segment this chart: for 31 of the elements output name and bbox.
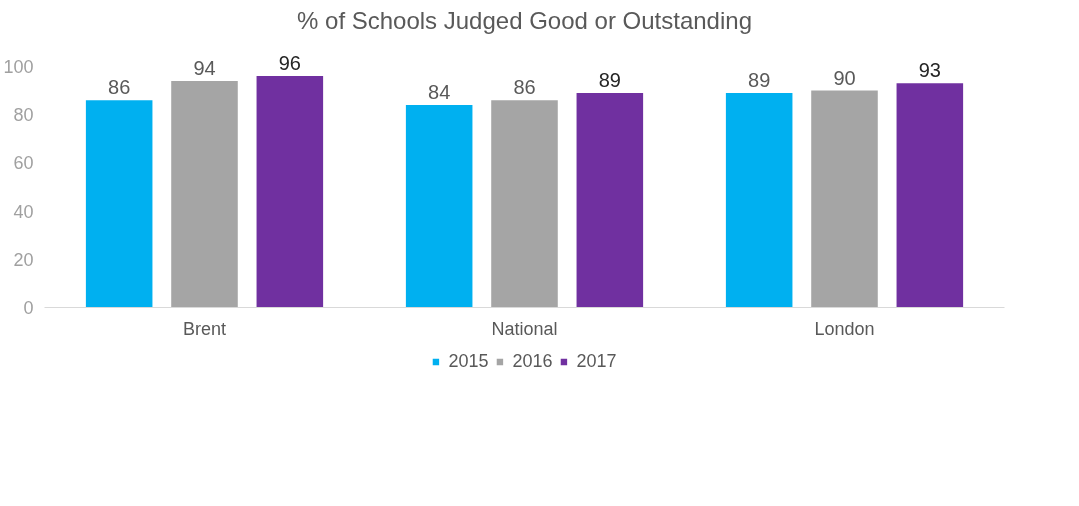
chart-title: % of Schools Judged Good or Outstanding	[297, 6, 752, 34]
data-label: 93	[918, 59, 941, 82]
data-label: 89	[748, 68, 771, 91]
x-tick-label: National	[491, 318, 558, 339]
bar	[171, 80, 238, 308]
y-tick-label: 40	[13, 201, 34, 222]
y-tick-label: 0	[23, 298, 34, 318]
data-label: 94	[193, 56, 216, 79]
y-tick-label: 20	[13, 249, 34, 270]
data-label: 86	[108, 76, 131, 99]
bar	[725, 92, 793, 308]
data-label: 89	[598, 68, 621, 91]
legend-label: 2017	[576, 350, 617, 372]
y-tick-label: 80	[13, 105, 34, 126]
bar	[405, 105, 473, 308]
y-tick-label: 100	[3, 56, 34, 77]
data-label: 90	[833, 66, 856, 89]
bar	[85, 100, 153, 308]
bar	[256, 76, 324, 308]
bar	[896, 83, 964, 308]
legend-label: 2015	[448, 350, 489, 372]
bar	[491, 100, 558, 308]
y-tick-label: 60	[13, 153, 34, 174]
data-label: 96	[278, 52, 301, 75]
x-tick-label: Brent	[182, 318, 227, 339]
legend-label: 2016	[512, 350, 553, 372]
bar	[811, 90, 878, 308]
data-label: 86	[513, 76, 536, 99]
data-label: 84	[428, 81, 451, 103]
bar	[576, 92, 644, 308]
x-tick-label: London	[814, 318, 875, 339]
